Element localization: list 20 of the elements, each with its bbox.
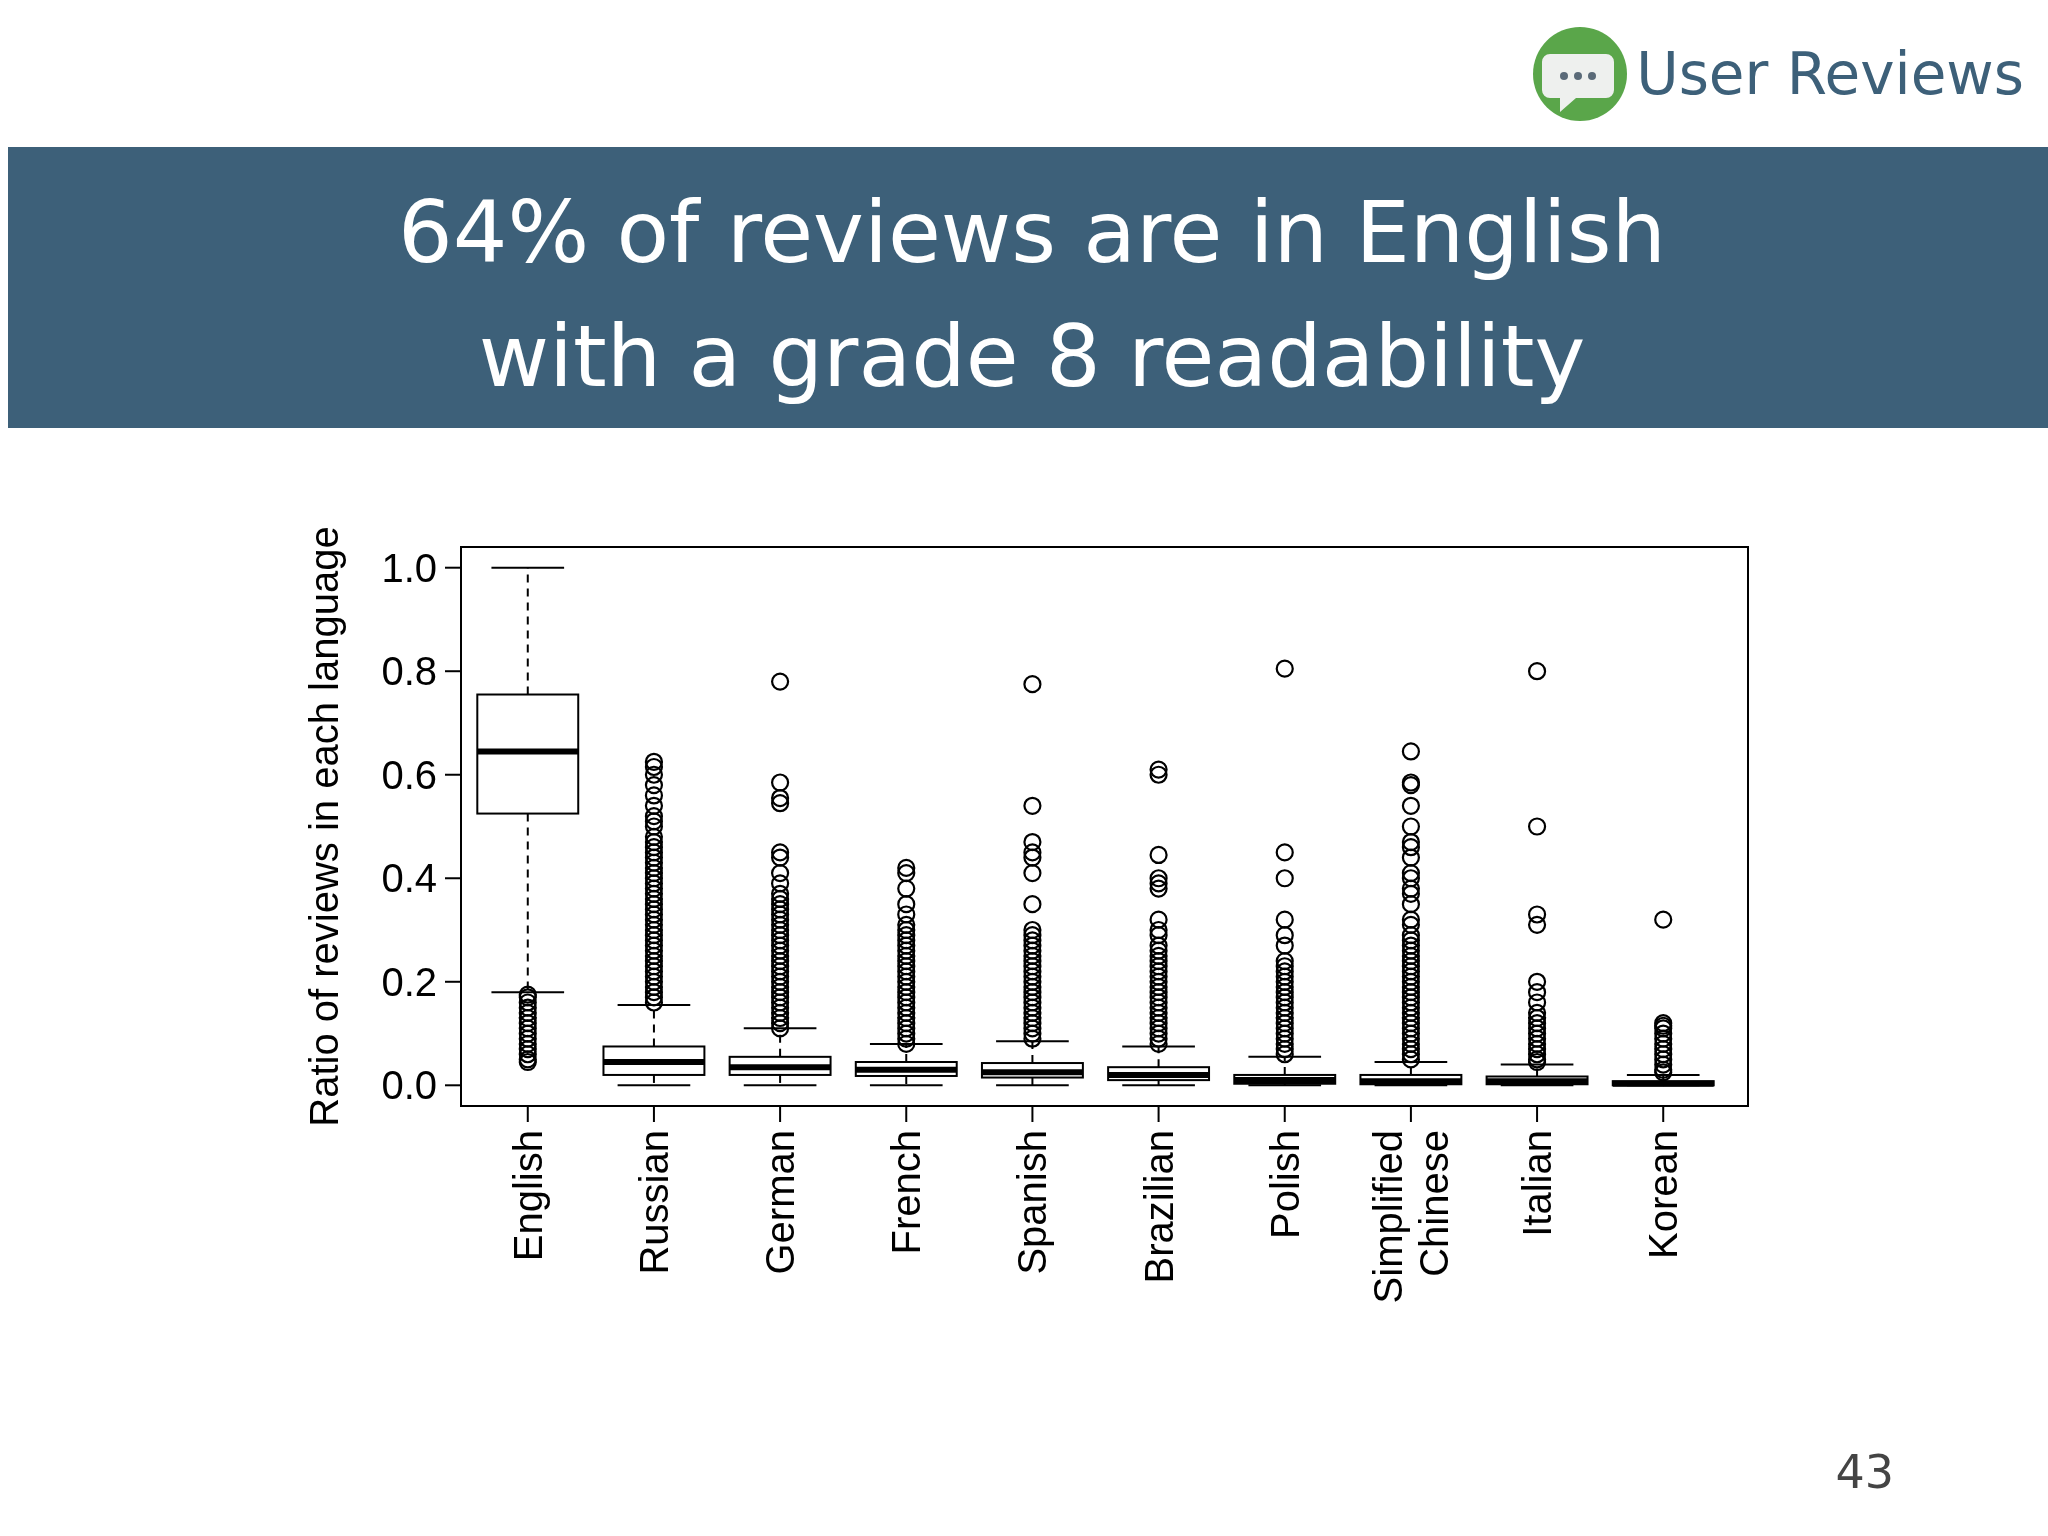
x-tick-label: Polish [1262, 1130, 1307, 1239]
y-axis-title: Ratio of reviews in each language [302, 526, 346, 1127]
x-tick-label: German [758, 1130, 803, 1275]
y-tick-label: 0.2 [381, 959, 437, 1004]
y-tick-label: 1.0 [381, 545, 437, 590]
x-tick-label: Spanish [1010, 1130, 1055, 1275]
x-tick-label: Russian [631, 1130, 676, 1275]
y-tick-label: 0.4 [381, 856, 437, 901]
x-tick-label: Simplified Chinese [1365, 1130, 1456, 1304]
x-tick-label: French [884, 1130, 929, 1255]
x-tick-label: Brazilian [1136, 1130, 1181, 1284]
chart-title: 64% of reviews are in English with a grade 8 readability [398, 182, 1666, 406]
x-tick-label: English [505, 1130, 550, 1262]
text: User Reviews [1636, 40, 2024, 108]
text: 43 [1835, 1445, 1894, 1499]
y-tick-label: 0.8 [381, 649, 437, 694]
y-tick-label: 0.0 [381, 1063, 437, 1108]
x-tick-label: Italian [1515, 1130, 1560, 1237]
x-tick-label: Korean [1641, 1130, 1686, 1259]
y-tick-label: 0.6 [381, 752, 437, 797]
